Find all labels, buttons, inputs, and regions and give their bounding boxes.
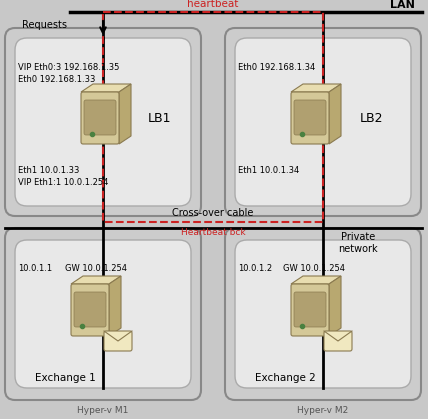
- FancyBboxPatch shape: [81, 92, 119, 144]
- Text: Cross-over cable: Cross-over cable: [172, 208, 254, 218]
- Polygon shape: [291, 84, 341, 92]
- Text: LB1: LB1: [148, 111, 172, 124]
- FancyBboxPatch shape: [235, 38, 411, 206]
- Polygon shape: [329, 276, 341, 336]
- FancyBboxPatch shape: [291, 284, 329, 336]
- Text: Heartbeat bck: Heartbeat bck: [181, 228, 245, 237]
- Text: 10.0.1.2: 10.0.1.2: [238, 264, 272, 272]
- Polygon shape: [291, 276, 341, 284]
- FancyBboxPatch shape: [324, 331, 352, 351]
- FancyBboxPatch shape: [71, 284, 109, 336]
- Text: Eth0 192.168.1.33: Eth0 192.168.1.33: [18, 75, 95, 85]
- FancyBboxPatch shape: [235, 240, 411, 388]
- Text: Exchange 2: Exchange 2: [255, 373, 315, 383]
- Text: Eth1 10.0.1.33: Eth1 10.0.1.33: [18, 166, 79, 174]
- FancyBboxPatch shape: [74, 292, 106, 327]
- FancyBboxPatch shape: [15, 38, 191, 206]
- FancyBboxPatch shape: [84, 100, 116, 135]
- FancyBboxPatch shape: [294, 292, 326, 327]
- Text: Private
network: Private network: [338, 232, 378, 253]
- FancyBboxPatch shape: [225, 228, 421, 400]
- Polygon shape: [329, 84, 341, 144]
- Text: Eth1 10.0.1.34: Eth1 10.0.1.34: [238, 166, 299, 174]
- Text: 10.0.1.1: 10.0.1.1: [18, 264, 52, 272]
- Text: GW 10.0.1.254: GW 10.0.1.254: [283, 264, 345, 272]
- Text: LB2: LB2: [360, 111, 383, 124]
- FancyBboxPatch shape: [15, 240, 191, 388]
- Text: Hyper-v M2: Hyper-v M2: [297, 406, 349, 414]
- Text: GW 10.0.1.254: GW 10.0.1.254: [65, 264, 127, 272]
- FancyBboxPatch shape: [5, 228, 201, 400]
- FancyBboxPatch shape: [291, 92, 329, 144]
- FancyBboxPatch shape: [294, 100, 326, 135]
- Text: heartbeat: heartbeat: [187, 0, 239, 9]
- Text: VIP Eth0:3 192.168.1.35: VIP Eth0:3 192.168.1.35: [18, 64, 119, 72]
- Polygon shape: [81, 84, 131, 92]
- FancyBboxPatch shape: [104, 331, 132, 351]
- Text: Hyper-v M1: Hyper-v M1: [77, 406, 129, 414]
- Text: Eth0 192.168.1.34: Eth0 192.168.1.34: [238, 64, 315, 72]
- Polygon shape: [109, 276, 121, 336]
- Polygon shape: [119, 84, 131, 144]
- Text: Exchange 1: Exchange 1: [35, 373, 95, 383]
- Text: VIP Eth1:1 10.0.1.254: VIP Eth1:1 10.0.1.254: [18, 178, 108, 186]
- FancyBboxPatch shape: [225, 28, 421, 216]
- FancyBboxPatch shape: [5, 28, 201, 216]
- Text: LAN: LAN: [390, 0, 415, 10]
- Polygon shape: [71, 276, 121, 284]
- Text: Requests: Requests: [23, 20, 68, 30]
